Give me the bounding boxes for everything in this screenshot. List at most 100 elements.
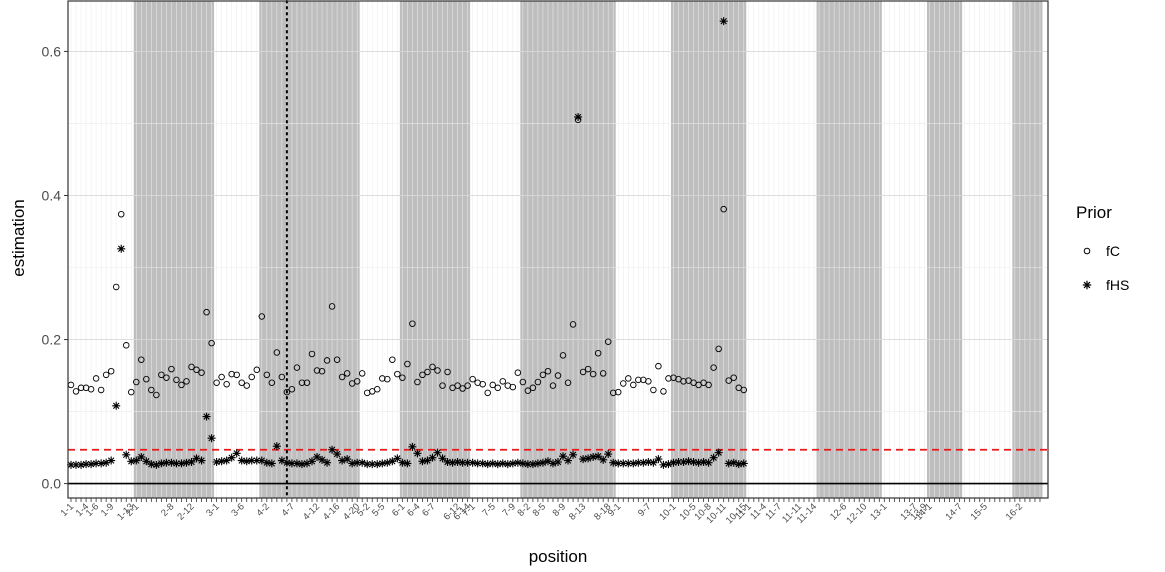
point-fhs-7-5 [488,459,497,468]
point-fc-6-3 [409,320,416,327]
x-tick-label-14-7: 14-7 [944,501,965,522]
point-fhs-3-4 [227,453,236,462]
point-fc-10-15 [740,386,748,394]
point-fc-2-15 [203,308,210,316]
point-fhs-2-10 [177,459,186,468]
point-fhs-4-10 [302,459,311,468]
point-fc-5-8 [394,370,401,378]
point-fhs-9-2 [619,459,628,468]
point-fc-6-10 [444,368,451,376]
legend-asterisk [1082,280,1092,290]
point-fc-8-17 [599,370,607,377]
x-tick-label-13-1: 13-1 [868,501,889,522]
point-fhs-8-2 [523,460,532,469]
x-tick-label-4-12: 4-12 [301,501,322,522]
point-fc-9-11 [665,375,672,382]
point-fhs-3-7 [242,457,251,466]
point-fhs-10-11 [719,17,728,26]
legend: Prior fC fHS [1076,203,1129,293]
point-fhs-8-12 [574,112,583,121]
point-fc-6-5 [419,371,426,379]
point-fc-9-10 [660,388,667,395]
point-fc-5-4 [374,385,381,393]
point-fhs-2-2 [137,452,146,461]
point-fhs-8-13 [579,455,588,464]
point-fhs-9-3 [624,459,633,468]
point-fhs-10-10 [714,448,723,457]
point-fhs-7-2 [473,459,482,468]
point-fc-10-12 [725,377,732,384]
point-fc-6-6 [424,368,431,376]
point-fhs-1-6 [92,459,101,468]
point-fhs-6-11 [448,458,457,467]
point-fc-7-3 [479,380,486,388]
point-fc-1-13 [128,388,135,396]
y-tick-label-0.0: 0.0 [42,476,62,492]
point-fc-6-8 [434,367,441,374]
point-fc-6-14 [464,382,471,389]
point-fc-6-13 [459,385,466,392]
point-fc-5-1 [358,370,366,377]
point-fc-7-9 [509,383,517,391]
point-fhs-10-14 [734,460,743,469]
legend-item-fhs: fHS [1082,277,1129,293]
point-fc-7-10 [514,369,522,376]
point-fc-1-7 [97,386,105,394]
point-fc-4-6 [283,388,291,396]
point-fc-10-11 [720,205,727,213]
point-fc-1-10 [112,283,120,291]
point-fhs-10-7 [699,457,708,466]
point-fhs-10-1 [669,458,678,467]
point-fhs-1-8 [102,458,111,467]
point-fc-2-1 [133,378,140,386]
point-fhs-6-7 [428,453,437,462]
point-fc-3-6 [238,379,245,387]
point-fhs-8-9 [559,452,568,461]
point-fc-2-4 [148,386,155,394]
point-fhs-2-4 [147,460,156,469]
point-fc-2-10 [178,381,185,389]
point-fhs-8-10 [564,456,573,465]
point-fc-2-3 [143,375,150,383]
point-fhs-6-10 [443,457,452,466]
point-fhs-7-6 [493,460,502,469]
point-fc-2-14 [198,369,205,376]
point-fhs-9-8 [649,458,658,467]
point-fhs-8-8 [554,457,562,466]
point-fc-10-3 [680,378,687,385]
point-fhs-10-15 [739,459,748,468]
legend-label-fhs: fHS [1106,277,1129,293]
point-fhs-8-18 [604,450,613,459]
point-fhs-5-5 [378,459,387,468]
point-fc-2-5 [153,391,160,399]
x-tick-label-9-1: 9-1 [606,501,623,518]
point-fc-9-8 [650,386,657,394]
point-fhs-4-1 [257,456,266,465]
point-fc-7-6 [494,384,502,392]
point-fc-2-11 [183,378,190,385]
point-fhs-1-9 [107,456,116,465]
point-fc-8-6 [544,367,552,375]
point-fhs-1-3 [77,460,86,469]
point-fhs-7-4 [483,460,492,469]
point-fhs-10-8 [704,458,713,467]
point-fc-4-3 [268,379,276,387]
y-axis-title: estimation [9,199,28,276]
point-fhs-8-5 [538,458,547,467]
point-fc-4-15 [328,303,336,310]
point-fc-8-10 [564,379,572,387]
point-fhs-10-13 [729,458,738,467]
point-fc-10-13 [730,374,737,381]
point-fhs-2-15 [202,412,211,421]
y-tick-label-0.2: 0.2 [42,332,62,348]
point-fhs-1-5 [87,460,96,469]
point-fc-8-2 [524,387,532,394]
point-fc-8-15 [589,370,597,378]
point-fc-1-2 [72,388,80,395]
reference-lines [68,448,1048,485]
point-fhs-3-9 [252,456,261,465]
x-axis-title: position [529,547,588,566]
point-fc-3-3 [223,380,230,388]
group-band-16 [1012,1,1043,498]
legend-item-fc: fC [1083,243,1120,259]
